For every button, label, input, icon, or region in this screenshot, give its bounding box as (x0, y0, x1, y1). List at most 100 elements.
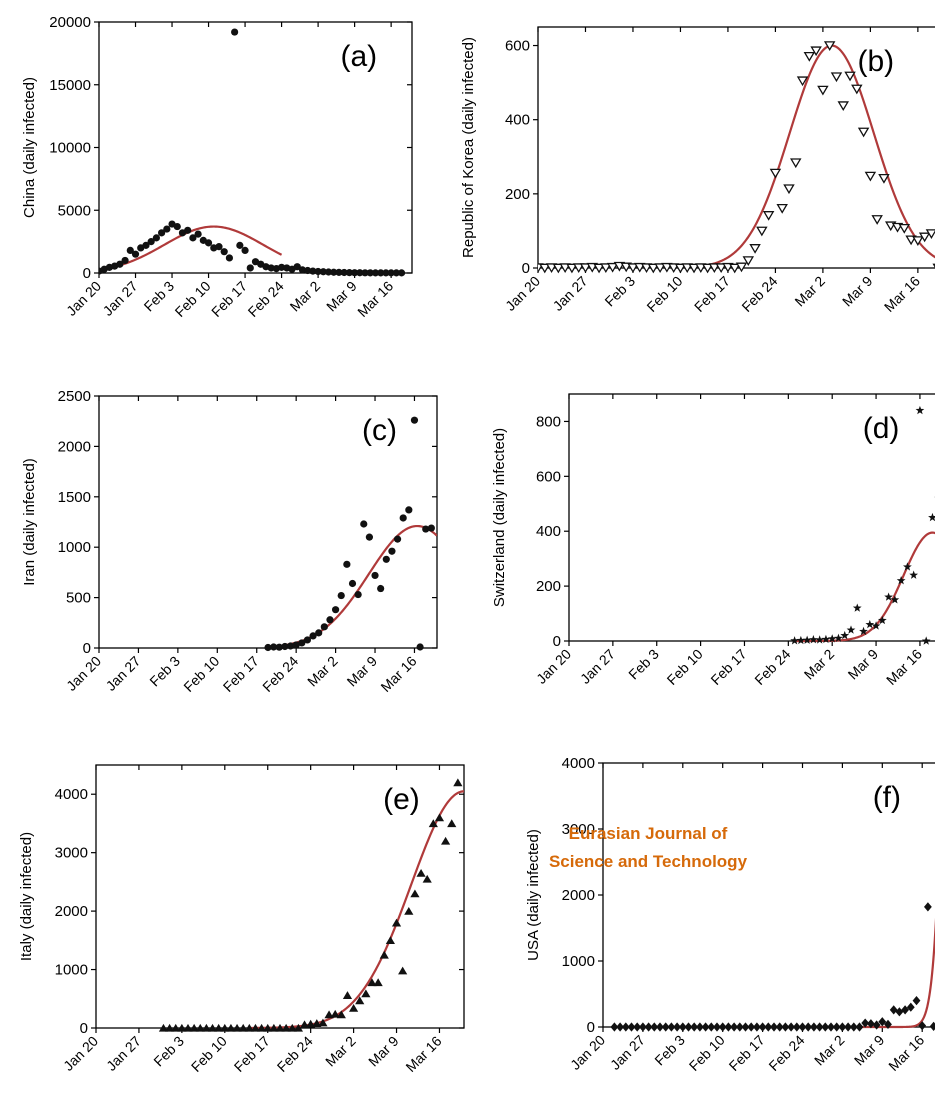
panel-f-data (610, 902, 935, 1032)
x-tick-label: Mar 16 (377, 653, 419, 695)
data-point (539, 263, 551, 274)
x-tick-label: Mar 16 (354, 278, 396, 320)
x-tick-label: Feb 10 (686, 1032, 728, 1074)
data-point (815, 1022, 824, 1032)
watermark: Eurasian Journal of Science and Technolo… (498, 820, 798, 876)
data-point (821, 634, 831, 644)
data-point (399, 514, 407, 522)
data-point (361, 269, 369, 277)
data-point (928, 512, 935, 522)
y-tick-label: 0 (553, 633, 561, 650)
x-tick-label: Mar 16 (883, 646, 925, 688)
data-point (354, 590, 362, 599)
x-tick-label: Jan 27 (550, 273, 591, 314)
y-tick-label: 2000 (55, 903, 88, 920)
x-tick-label: Jan 20 (63, 653, 104, 694)
data-point (844, 71, 856, 82)
x-tick-label: Feb 10 (180, 653, 222, 695)
x-tick-label: Feb 17 (208, 278, 250, 320)
y-tick-label: 4000 (55, 786, 88, 803)
x-tick-label: Jan 27 (607, 1032, 648, 1073)
data-point (183, 1023, 193, 1032)
x-tick-label: Jan 20 (502, 273, 543, 314)
data-point (852, 603, 862, 612)
data-point (189, 234, 197, 242)
y-tick-label: 200 (536, 578, 561, 595)
data-point (776, 203, 788, 214)
data-point (667, 263, 680, 274)
data-point (215, 243, 223, 251)
x-tick-label: Feb 3 (150, 1033, 187, 1070)
data-point (846, 625, 856, 634)
y-tick-label: 3000 (562, 821, 595, 838)
data-point (803, 51, 816, 62)
data-point (884, 1019, 892, 1029)
data-point (293, 1023, 303, 1032)
data-point (654, 263, 666, 274)
data-point (650, 1022, 659, 1032)
data-point (817, 85, 829, 96)
data-point (250, 1023, 261, 1032)
data-point (844, 1022, 853, 1032)
data-point (741, 1022, 750, 1032)
data-point (895, 1007, 904, 1017)
x-tick-label: Feb 24 (738, 273, 780, 315)
data-point (633, 1022, 642, 1032)
y-axis-title: Italy (daily infected) (18, 832, 35, 961)
data-point (661, 1022, 670, 1032)
data-point (764, 1022, 773, 1032)
data-point (397, 269, 406, 277)
y-tick-label: 2500 (58, 388, 91, 405)
data-point (330, 1009, 340, 1018)
x-tick-label: Mar 2 (287, 278, 324, 315)
data-point (371, 269, 380, 277)
data-point (866, 1019, 875, 1029)
data-point (673, 1022, 682, 1032)
data-point (810, 46, 822, 57)
x-tick-label: Jan 20 (60, 1033, 101, 1074)
data-point (918, 1021, 927, 1031)
data-point (269, 1023, 279, 1032)
panel-d-data (790, 405, 935, 645)
panel-b-data (538, 41, 935, 274)
data-point (915, 405, 925, 415)
data-point (871, 215, 883, 225)
fit-curve (794, 531, 935, 643)
x-tick-label: Feb 3 (601, 273, 638, 310)
y-tick-label: 3000 (55, 845, 88, 862)
panel-label: (f) (873, 781, 901, 814)
data-point (422, 525, 430, 533)
data-point (752, 1022, 761, 1032)
data-point (747, 1022, 756, 1032)
data-point (319, 268, 327, 276)
data-point (337, 591, 345, 600)
data-point (610, 1022, 619, 1032)
data-point (849, 1022, 858, 1032)
data-point (735, 262, 748, 273)
data-point (422, 874, 432, 883)
data-point (309, 267, 317, 275)
data-point (326, 616, 334, 624)
data-point (821, 1022, 830, 1032)
data-point (579, 263, 592, 274)
data-point (299, 1020, 310, 1029)
data-point (864, 171, 877, 182)
data-point (715, 263, 727, 274)
data-point (275, 643, 283, 651)
y-tick-label: 0 (83, 265, 91, 282)
data-point (647, 263, 660, 274)
x-tick-label: Feb 24 (765, 1032, 807, 1074)
data-point (681, 263, 693, 274)
data-point (366, 269, 374, 277)
data-point (392, 269, 400, 277)
data-point (382, 269, 390, 277)
data-point (762, 211, 775, 221)
data-point (834, 633, 843, 642)
data-point (158, 229, 166, 237)
data-point (921, 636, 931, 645)
data-point (572, 263, 585, 274)
data-point (909, 570, 919, 579)
data-point (281, 1023, 291, 1032)
data-point (293, 263, 301, 271)
